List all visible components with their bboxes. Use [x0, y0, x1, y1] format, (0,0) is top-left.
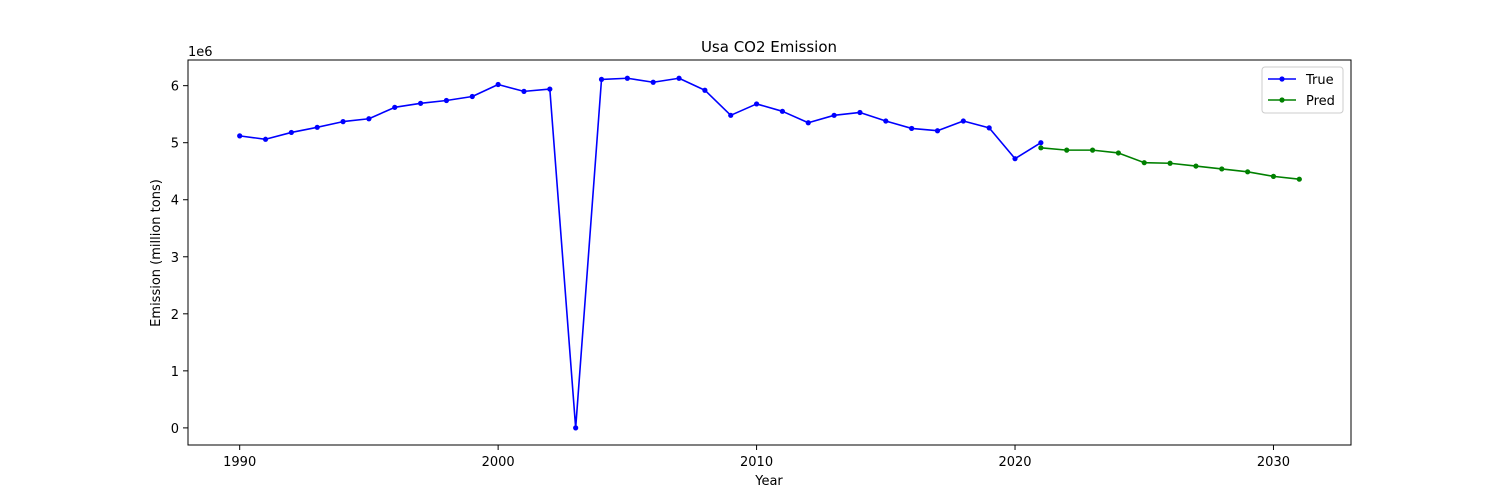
x-tick-label: 1990	[223, 455, 256, 470]
data-point-true	[237, 133, 243, 139]
data-point-true	[805, 120, 811, 126]
data-point-true	[934, 128, 941, 134]
y-tick-label: 3	[171, 251, 179, 266]
data-point-true	[857, 109, 863, 116]
legend-marker-pred	[1279, 97, 1285, 103]
y-tick-label: 2	[171, 308, 179, 323]
data-point-true	[1038, 140, 1044, 146]
data-point-true	[262, 136, 269, 142]
data-point-true	[469, 93, 475, 100]
data-point-true	[728, 112, 734, 118]
data-point-true	[443, 97, 450, 104]
data-point-true	[986, 125, 992, 131]
data-point-true	[314, 124, 320, 130]
data-point-true	[340, 119, 346, 125]
data-point-true	[960, 118, 966, 124]
legend-label-true: True	[1305, 73, 1334, 88]
chart-title: Usa CO2 Emission	[701, 38, 837, 56]
data-point-true	[366, 116, 372, 122]
data-point-true	[547, 86, 553, 92]
data-point-pred	[1193, 163, 1199, 169]
data-point-pred	[1219, 166, 1225, 172]
data-point-true	[676, 75, 682, 81]
data-point-true	[288, 129, 294, 136]
data-point-true	[573, 425, 579, 431]
data-point-true	[883, 118, 889, 124]
data-point-true	[598, 76, 605, 82]
data-point-true	[495, 81, 501, 88]
data-point-pred	[1089, 147, 1096, 153]
x-tick-label: 2010	[740, 455, 773, 470]
y-tick-label: 0	[171, 422, 179, 437]
y-tick-label: 6	[171, 80, 179, 95]
data-point-true	[392, 104, 398, 110]
x-tick-label: 2030	[1257, 455, 1290, 470]
data-point-true	[702, 87, 708, 93]
legend-marker-true	[1279, 76, 1285, 82]
data-point-pred	[1115, 150, 1121, 156]
data-point-pred	[1038, 145, 1044, 151]
y-axis-ticks: 0 1 2 3 4 5 6	[171, 80, 188, 437]
data-point-pred	[1270, 173, 1277, 179]
data-point-true	[1012, 156, 1018, 162]
data-point-true	[650, 79, 656, 85]
data-point-true	[624, 75, 630, 81]
data-point-pred	[1167, 160, 1173, 166]
y-tick-label: 4	[171, 194, 179, 209]
legend: True Pred	[1261, 66, 1344, 114]
y-tick-label: 1	[171, 365, 179, 380]
data-point-true	[831, 112, 837, 118]
x-tick-label: 2020	[998, 455, 1031, 470]
data-point-true	[779, 108, 786, 114]
x-tick-label: 2000	[482, 455, 515, 470]
x-axis-ticks: 1990 2000 2010 2020 2030	[223, 445, 1290, 470]
y-offset-label: 1e6	[188, 45, 213, 60]
y-tick-label: 5	[171, 137, 179, 152]
y-axis-label: Emission (million tons)	[149, 179, 164, 327]
legend-label-pred: Pred	[1306, 94, 1335, 109]
data-point-true	[418, 100, 424, 106]
series-line-true	[239, 77, 1042, 429]
data-point-true	[909, 125, 915, 132]
data-point-pred	[1064, 147, 1070, 153]
data-point-true	[753, 101, 760, 107]
data-point-pred	[1141, 160, 1147, 166]
data-point-true	[521, 88, 527, 94]
data-point-pred	[1245, 169, 1251, 175]
plot-area-frame	[187, 59, 1352, 446]
x-axis-label: Year	[754, 474, 783, 489]
series-layer	[237, 75, 1302, 431]
data-point-pred	[1296, 176, 1302, 182]
